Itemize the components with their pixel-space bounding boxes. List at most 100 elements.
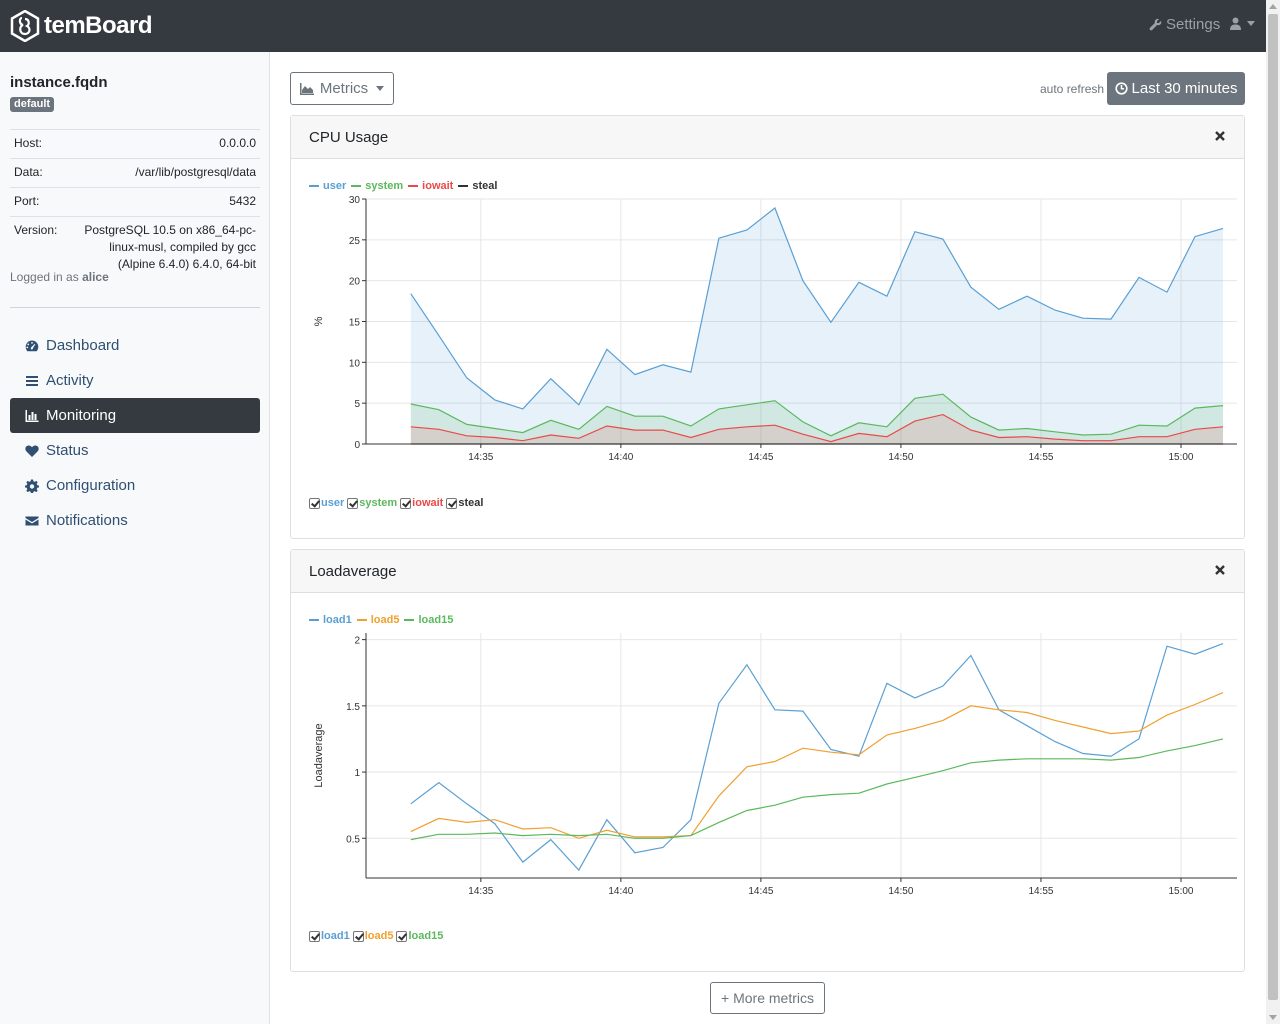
- toggle-user[interactable]: user: [309, 497, 344, 509]
- settings-label: Settings: [1166, 16, 1221, 33]
- checkbox[interactable]: [309, 930, 320, 942]
- y-tick-label: 20: [349, 277, 361, 288]
- sidebar-item-dashboard[interactable]: Dashboard: [10, 328, 260, 363]
- main-content: Metrics auto refresh Last 30 minutes CPU…: [270, 52, 1266, 1024]
- toggle-system[interactable]: system: [347, 497, 397, 509]
- area-system: [410, 394, 1223, 444]
- sidebar-item-status[interactable]: Status: [10, 433, 260, 468]
- x-tick-label: 14:45: [748, 886, 773, 897]
- toggle-label: load1: [321, 930, 350, 942]
- sidebar-nav: Dashboard Activity Monitoring Status Con…: [10, 328, 260, 538]
- x-tick-label: 14:40: [608, 452, 633, 463]
- legend-label: load5: [370, 614, 400, 626]
- sidebar-item-configuration[interactable]: Configuration: [10, 468, 260, 503]
- y-tick-label: 10: [349, 358, 361, 369]
- checkbox[interactable]: [396, 930, 408, 942]
- close-icon[interactable]: [1213, 129, 1227, 143]
- line-system: [410, 393, 1224, 437]
- toggle-load1[interactable]: load1: [309, 930, 350, 942]
- scrollbar-thumb[interactable]: [1268, 14, 1278, 1000]
- line-iowait: [410, 413, 1224, 443]
- toggle-load15[interactable]: load15: [396, 930, 443, 942]
- line-load15: [410, 738, 1224, 841]
- toggle-iowait[interactable]: iowait: [400, 497, 443, 509]
- toggle-label: system: [359, 497, 398, 509]
- sidebar-item-label: Configuration: [46, 477, 136, 494]
- cpu-usage-card: CPU Usage user system iowait steal 14:35…: [290, 115, 1245, 539]
- sidebar: instance.fqdn default Host: 0.0.0.0 Data…: [0, 52, 270, 1024]
- sidebar-item-monitoring[interactable]: Monitoring: [10, 398, 260, 433]
- card-header: Loadaverage: [291, 550, 1244, 593]
- x-tick-label: 14:35: [468, 886, 493, 897]
- scroll-down-arrow-icon[interactable]: [1269, 1015, 1277, 1020]
- auto-refresh-label: auto refresh: [1040, 82, 1105, 96]
- user-menu[interactable]: [1230, 17, 1255, 30]
- y-tick-label: 25: [349, 236, 361, 247]
- checkbox[interactable]: [446, 497, 458, 509]
- time-range-button[interactable]: Last 30 minutes: [1107, 72, 1245, 105]
- loadaverage-chart: 14:35 14:40 14:45 14:50 14:55 15:00 0.5 1 1.5 2 Lo…: [313, 633, 1237, 897]
- logged-in-prefix: Logged in as: [10, 270, 79, 284]
- checkbox[interactable]: [347, 497, 359, 509]
- area-chart-icon: [299, 82, 314, 95]
- y-tick-label: 15: [349, 318, 361, 329]
- sidebar-item-notifications[interactable]: Notifications: [10, 503, 260, 538]
- sidebar-divider: [10, 307, 260, 308]
- close-icon[interactable]: [1213, 563, 1227, 577]
- x-tick-label: 14:55: [1028, 452, 1053, 463]
- sidebar-item-label: Monitoring: [46, 407, 117, 424]
- info-row-version: Version: PostgreSQL 10.5 on x86_64-pc-li…: [10, 216, 260, 279]
- toggle-steal[interactable]: steal: [446, 497, 483, 509]
- y-axis-label: %: [313, 316, 325, 326]
- sidebar-item-label: Dashboard: [46, 337, 120, 354]
- checkbox[interactable]: [309, 497, 320, 509]
- info-label: Version:: [10, 216, 68, 279]
- chevron-down-icon: [1247, 21, 1255, 26]
- info-label: Data:: [10, 158, 68, 188]
- toggle-label: user: [321, 497, 345, 509]
- vertical-scrollbar[interactable]: [1266, 0, 1280, 1024]
- x-tick-label: 15:00: [1168, 886, 1193, 897]
- environment-badge: default: [10, 97, 55, 112]
- info-value: 5432: [68, 187, 260, 217]
- card-header: CPU Usage: [291, 116, 1244, 159]
- y-tick-label: 30: [349, 195, 361, 206]
- metrics-dropdown-button[interactable]: Metrics: [290, 72, 394, 105]
- temboard-logo-icon: [10, 10, 40, 42]
- card-title: Loadaverage: [309, 563, 397, 580]
- wrench-icon: [1149, 18, 1162, 31]
- x-tick-label: 14:50: [888, 452, 913, 463]
- legend-item: steal: [458, 180, 497, 192]
- dashboard-icon: [25, 340, 39, 351]
- scroll-up-arrow-icon[interactable]: [1269, 4, 1277, 9]
- series-toggles: load1 load5 load15: [309, 930, 446, 942]
- card-title: CPU Usage: [309, 129, 389, 146]
- x-tick-label: 14:35: [468, 452, 493, 463]
- toggle-label: iowait: [412, 497, 444, 509]
- x-tick-label: 14:45: [748, 452, 773, 463]
- legend-label: steal: [472, 180, 498, 192]
- brand[interactable]: temBoard: [10, 10, 153, 42]
- x-tick-label: 14:50: [888, 886, 913, 897]
- checkbox[interactable]: [352, 930, 364, 942]
- sidebar-item-label: Activity: [46, 372, 94, 389]
- y-tick-label: 2: [354, 636, 360, 647]
- toggle-load5[interactable]: load5: [352, 930, 393, 942]
- envelope-icon: [25, 516, 39, 525]
- y-tick-label: 1: [354, 768, 360, 779]
- user-icon: [1230, 17, 1241, 30]
- sidebar-item-activity[interactable]: Activity: [10, 363, 260, 398]
- checkbox[interactable]: [400, 497, 412, 509]
- legend-item: user: [309, 180, 346, 192]
- chevron-down-icon: [376, 86, 385, 91]
- legend-item: load5: [356, 614, 400, 626]
- info-label: Port:: [10, 187, 68, 217]
- legend-item: load15: [404, 614, 453, 626]
- more-metrics-button[interactable]: + More metrics: [710, 982, 825, 1014]
- line-load5: [410, 692, 1224, 839]
- x-tick-label: 14:40: [608, 886, 633, 897]
- instance-info-table: Host: 0.0.0.0 Data: /var/lib/postgresql/…: [10, 129, 260, 279]
- settings-link[interactable]: Settings: [1149, 16, 1220, 33]
- instance-name: instance.fqdn: [10, 74, 108, 91]
- chart-legend: load1 load5 load15: [309, 614, 458, 626]
